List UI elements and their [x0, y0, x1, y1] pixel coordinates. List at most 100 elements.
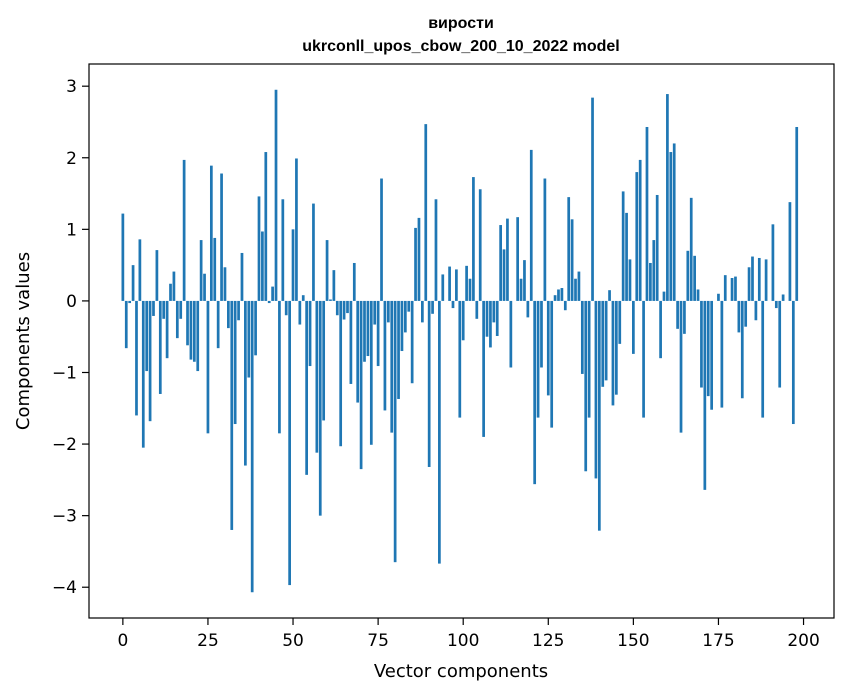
bar-41 — [261, 231, 264, 301]
bar-80 — [393, 300, 397, 563]
bar-87 — [417, 217, 421, 301]
x-tick-label-125: 125 — [532, 631, 564, 651]
bar-45 — [274, 89, 278, 301]
bar-114 — [509, 300, 513, 368]
bar-27 — [213, 237, 217, 301]
bar-22 — [196, 300, 200, 372]
bar-177 — [723, 275, 727, 301]
bar-143 — [608, 290, 611, 301]
y-tick-label-1: 1 — [66, 220, 77, 240]
bar-112 — [502, 249, 506, 301]
bar-42 — [264, 152, 268, 301]
bar-124 — [543, 178, 547, 301]
x-tick-label-50: 50 — [282, 631, 304, 651]
bar-48 — [284, 300, 288, 316]
bar-90 — [427, 300, 431, 467]
y-tick-label--3: −3 — [52, 507, 77, 527]
bar-71 — [363, 300, 366, 362]
bar-119 — [526, 300, 530, 318]
bar-179 — [730, 278, 734, 301]
bar-183 — [744, 300, 748, 327]
bar-57 — [315, 300, 319, 453]
bar-37 — [247, 300, 251, 378]
bar-175 — [717, 293, 720, 301]
bar-157 — [655, 194, 659, 301]
bar-60 — [325, 240, 329, 301]
bar-35 — [240, 252, 244, 301]
bar-0 — [121, 213, 125, 301]
bar-198 — [795, 126, 799, 301]
bar-1 — [124, 300, 128, 349]
bar-10 — [155, 250, 159, 301]
bar-118 — [523, 260, 526, 301]
bar-104 — [475, 300, 479, 319]
x-tick-label-175: 175 — [702, 631, 734, 651]
bar-147 — [621, 191, 625, 301]
bar-4 — [135, 300, 138, 416]
bar-180 — [734, 276, 737, 301]
bar-47 — [281, 199, 285, 301]
bar-107 — [485, 300, 489, 337]
bar-5 — [138, 239, 142, 301]
bar-52 — [298, 300, 302, 325]
bar-91 — [431, 300, 434, 314]
bar-145 — [614, 300, 618, 395]
y-tick-label--4: −4 — [52, 578, 77, 598]
bar-88 — [421, 300, 424, 323]
bar-165 — [683, 300, 686, 334]
bar-92 — [434, 199, 438, 301]
y-tick-label-3: 3 — [66, 77, 77, 97]
bar-170 — [700, 300, 703, 388]
bar-103 — [472, 177, 475, 301]
bar-58 — [318, 300, 322, 516]
bar-25 — [206, 300, 210, 434]
bar-158 — [659, 300, 662, 359]
bar-192 — [774, 300, 778, 309]
bar-63 — [335, 300, 339, 316]
bar-125 — [546, 300, 550, 396]
bar-66 — [346, 300, 349, 314]
bar-31 — [227, 300, 230, 329]
bar-123 — [540, 300, 543, 368]
bar-171 — [703, 300, 707, 490]
bar-32 — [230, 300, 234, 530]
bar-181 — [737, 300, 741, 333]
bar-117 — [519, 278, 523, 301]
bar-85 — [410, 300, 414, 384]
x-tick-label-0: 0 — [117, 631, 128, 651]
bar-38 — [250, 300, 254, 593]
bar-64 — [339, 300, 343, 447]
bar-128 — [557, 289, 560, 301]
bar-77 — [383, 300, 387, 411]
bar-137 — [587, 300, 591, 418]
bar-75 — [376, 300, 380, 367]
bar-169 — [696, 289, 700, 301]
x-tick-label-25: 25 — [197, 631, 219, 651]
bar-65 — [342, 300, 346, 320]
bar-101 — [465, 265, 468, 301]
bar-108 — [489, 300, 492, 348]
bar-79 — [390, 300, 394, 433]
bar-39 — [254, 300, 257, 356]
bar-111 — [499, 225, 502, 301]
x-tick-label-200: 200 — [787, 631, 819, 651]
bar-150 — [632, 300, 635, 354]
bar-20 — [189, 300, 193, 360]
y-axis-label: Components values — [13, 252, 34, 430]
bar-159 — [662, 291, 666, 301]
bar-164 — [679, 300, 683, 433]
bar-18 — [182, 159, 186, 301]
bar-11 — [158, 300, 162, 394]
bar-129 — [560, 288, 564, 301]
bar-100 — [461, 300, 465, 341]
bar-62 — [332, 270, 336, 301]
bar-149 — [628, 259, 632, 301]
bar-166 — [686, 250, 690, 301]
bar-34 — [237, 300, 240, 321]
bar-33 — [233, 300, 237, 425]
bar-12 — [162, 300, 166, 319]
bar-176 — [720, 300, 724, 408]
bar-36 — [244, 300, 247, 466]
bar-191 — [771, 224, 775, 301]
